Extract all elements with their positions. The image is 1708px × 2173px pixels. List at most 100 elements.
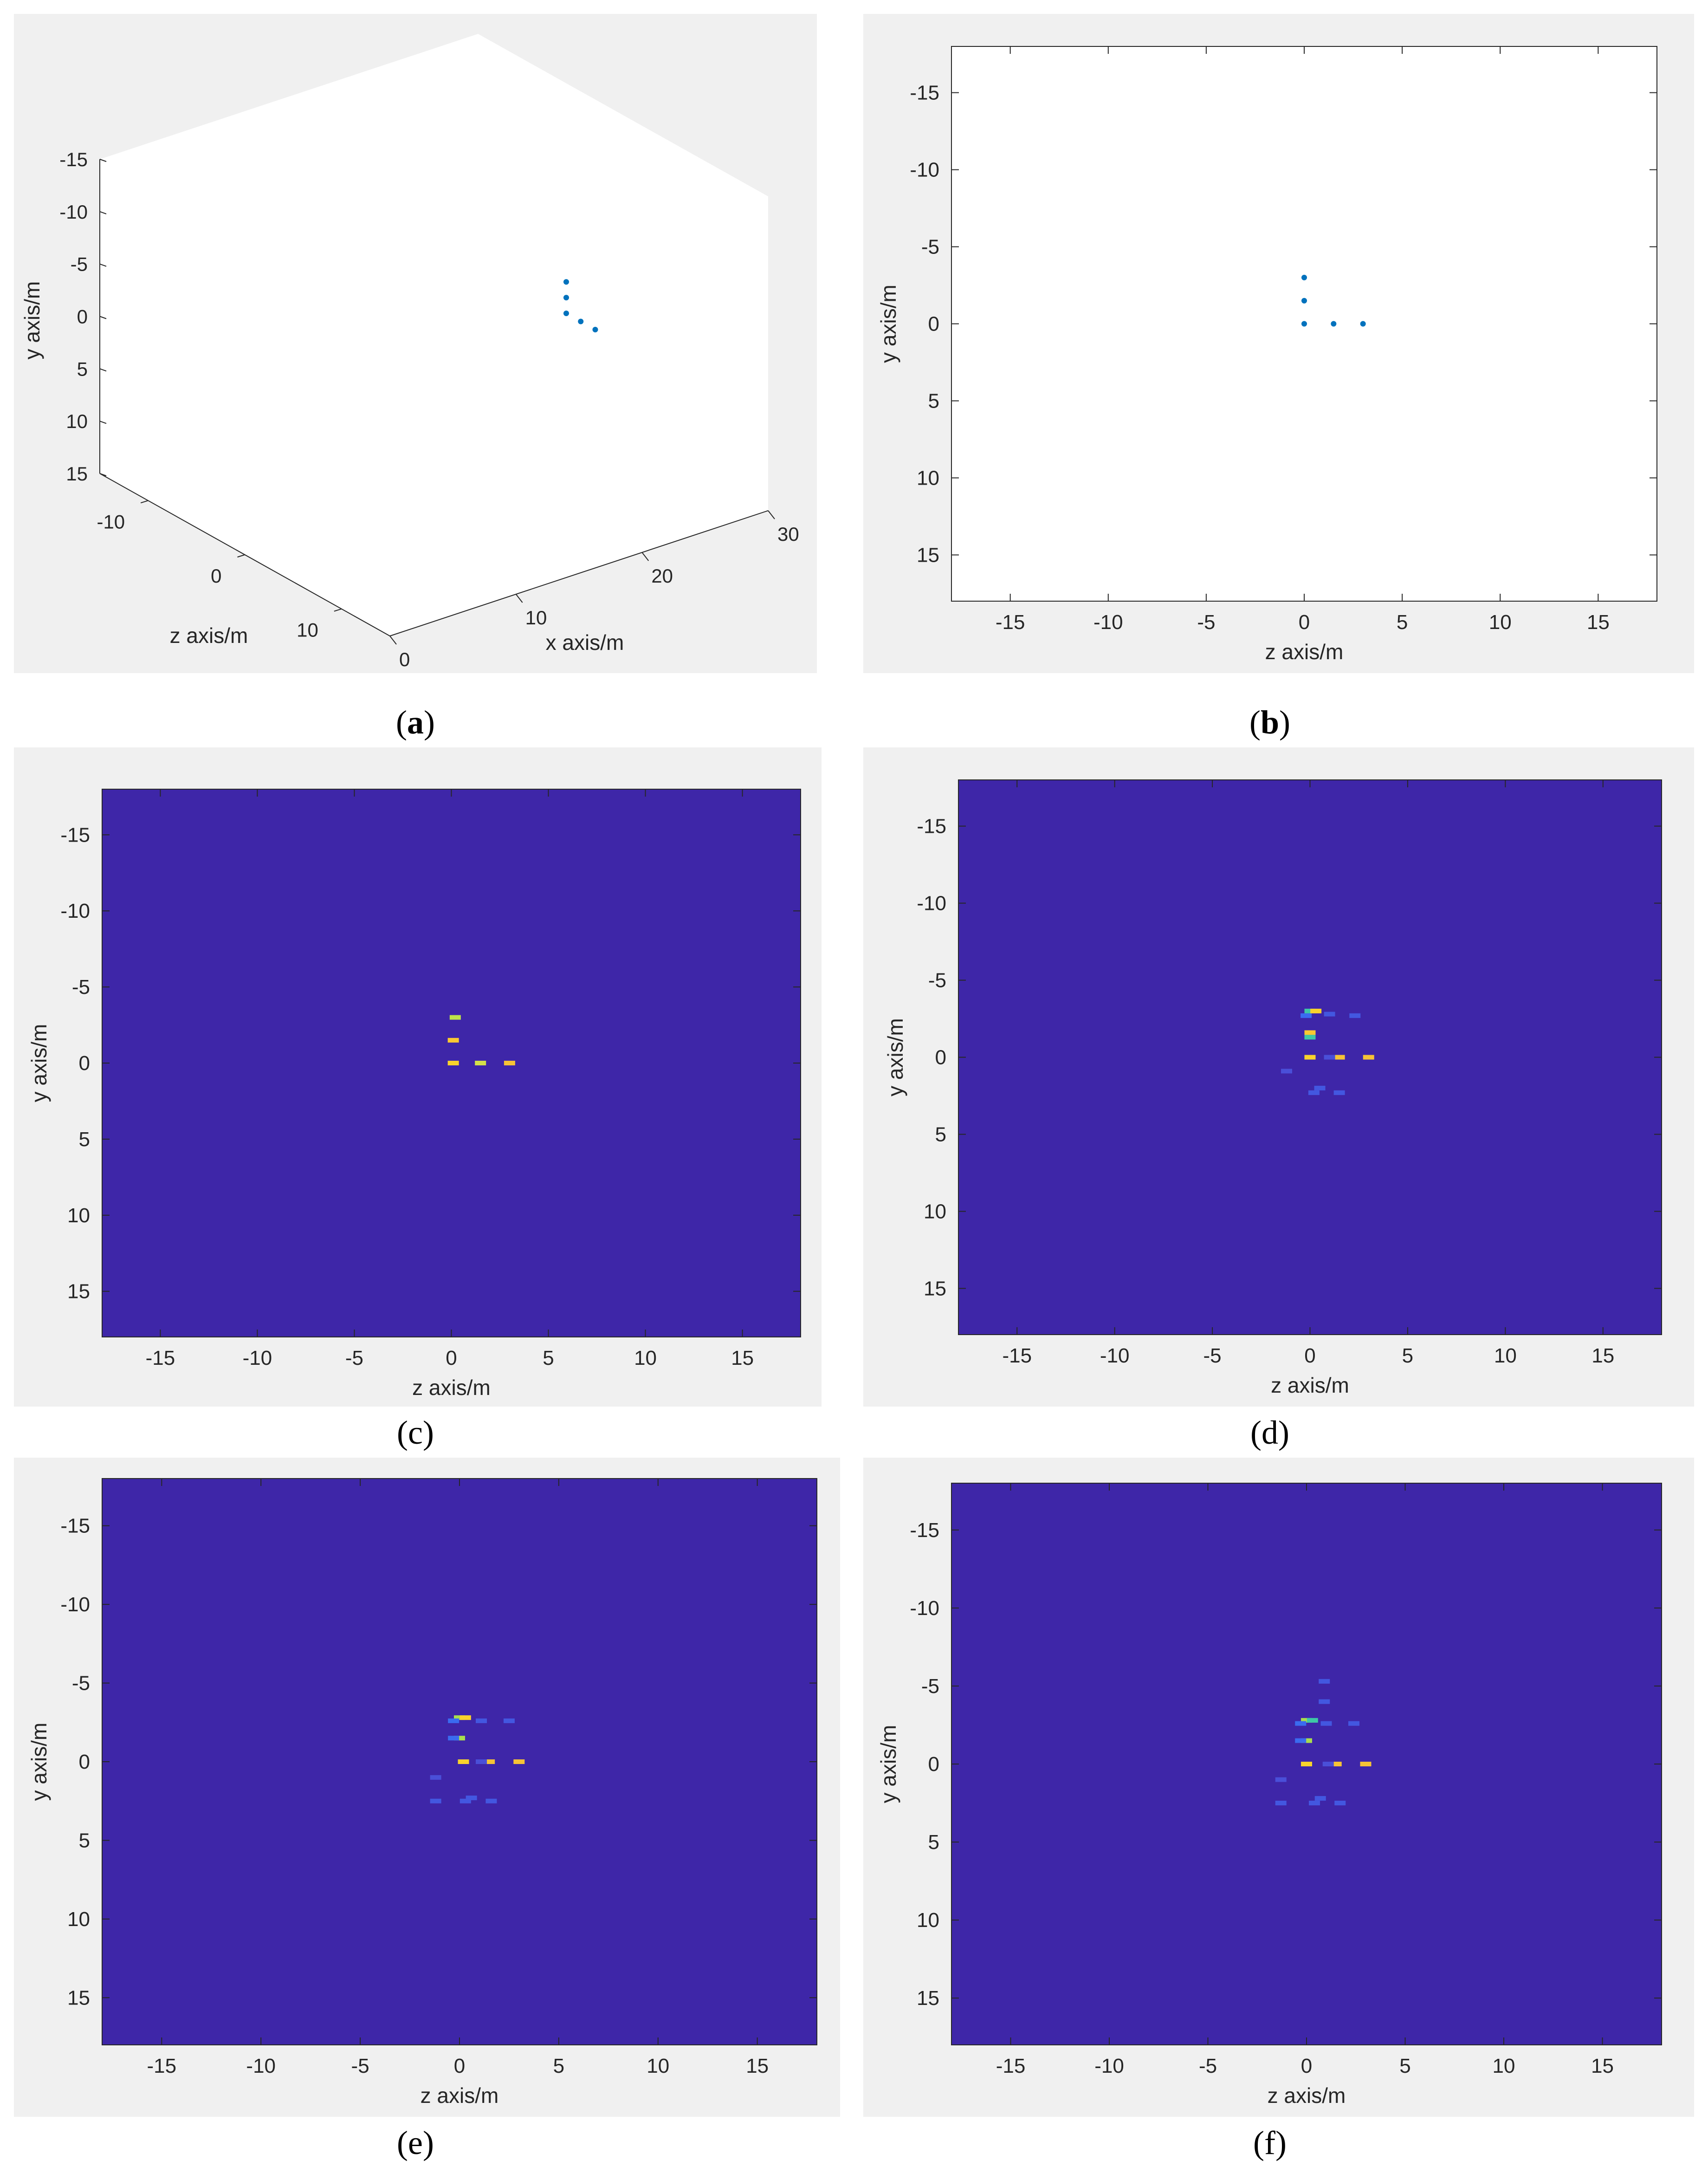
y-tick-label: 0: [79, 1052, 90, 1075]
y-tick-label: 5: [79, 1128, 90, 1151]
caption-f: (f): [1253, 2124, 1287, 2161]
heatmap-cell: [504, 1061, 515, 1065]
x-tick-label: 10: [1494, 1344, 1517, 1367]
y-axis-label: y axis/m: [883, 1018, 907, 1096]
y-tick-label: 15: [917, 1987, 939, 2010]
y-tick-label: -10: [60, 1593, 90, 1616]
heatmap-cell: [1307, 1718, 1318, 1723]
heatmap-cell: [1308, 1090, 1320, 1095]
x-axis-label: z axis/m: [421, 2083, 499, 2108]
x-tick-label: -15: [1002, 1344, 1032, 1367]
chart-d-svg: -15 -10 -5 0 5 10 15 -15 -10 -5 0 5 10 15 z axis/m y ax…: [863, 747, 1694, 1407]
y-tick-label: 15: [67, 1280, 90, 1303]
y-tick-mark: [99, 368, 107, 372]
x-tick-label: 15: [1592, 1344, 1614, 1367]
caption-e: (e): [397, 2124, 434, 2161]
y-tick-label: -5: [921, 1675, 939, 1698]
x-tick-label: 10: [634, 1347, 657, 1369]
x-tick-label: -15: [147, 2055, 177, 2077]
z-tick-label: -10: [97, 511, 125, 532]
heatmap-cell: [1314, 1796, 1326, 1801]
x-tick-label: 0: [454, 2055, 465, 2077]
y-tick-label: 5: [79, 1829, 90, 1852]
heatmap-cell: [1295, 1721, 1307, 1726]
heatmap-cell: [430, 1798, 441, 1803]
x-tick-label: 30: [777, 523, 799, 545]
chart-e: -15 -10 -5 0 5 10 15 -15 -10 -5 0 5 10 15 z axis/m y ax…: [14, 1458, 840, 2117]
heatmap-cell: [1300, 1013, 1312, 1018]
heatmap-cell: [1333, 1090, 1345, 1095]
heatmap-cell: [1310, 1008, 1322, 1013]
x-tick-label: -10: [246, 2055, 276, 2077]
x-tick-label: -15: [146, 1347, 175, 1369]
x-tick-mark: [641, 552, 649, 561]
x-tick-label: -15: [996, 611, 1025, 634]
x-tick-mark: [768, 510, 775, 519]
x-tick-label: -15: [996, 2055, 1026, 2077]
y-tick-label: -10: [59, 201, 88, 223]
x-tick-label: -10: [243, 1347, 272, 1369]
x-tick-label: 0: [1299, 611, 1310, 634]
x-axis-label: x axis/m: [546, 630, 624, 655]
y-tick-label: -5: [928, 969, 946, 992]
y-tick-label: 10: [67, 1908, 90, 1931]
heatmap-cell: [1334, 1801, 1346, 1806]
y-tick-label: 0: [77, 306, 88, 328]
data-point: [563, 311, 569, 316]
heatmap-cell: [447, 1038, 459, 1043]
y-tick-label: -10: [60, 900, 90, 922]
x-tick-label: 10: [1493, 2055, 1515, 2077]
y-tick-label: -15: [910, 82, 939, 104]
y-tick-label: 0: [928, 1753, 939, 1776]
z-tick-mark: [334, 608, 342, 612]
heatmap-cell: [1324, 1055, 1335, 1060]
heatmap-cell: [430, 1775, 441, 1780]
y-tick-label: -10: [910, 1597, 939, 1620]
heatmap-cell: [485, 1798, 497, 1803]
x-tick-label: 0: [399, 649, 410, 670]
x-tick-label: 15: [746, 2055, 769, 2077]
y-axis-label: y axis/m: [20, 281, 44, 360]
x-tick-mark: [389, 636, 397, 645]
x-tick-label: 5: [1399, 2055, 1410, 2077]
z-tick-mark: [140, 500, 149, 504]
x-tick-label: 15: [1587, 611, 1610, 634]
data-point: [1301, 321, 1307, 327]
y-tick-label: -5: [71, 253, 88, 275]
y-tick-mark: [99, 159, 107, 162]
x-tick-label: 10: [525, 607, 547, 629]
y-tick-label: 10: [917, 1909, 939, 1932]
heatmap-cell: [449, 1015, 461, 1020]
y-tick-label: 0: [928, 313, 939, 336]
x-tick-label: 5: [1397, 611, 1408, 634]
z-tick-mark: [237, 554, 245, 558]
chart-f: -15 -10 -5 0 5 10 15 -15 -10 -5 0 5 10 15 z axis/m y ax…: [863, 1458, 1694, 2117]
x-axis-line: [389, 510, 769, 636]
y-tick-label: 10: [917, 467, 939, 489]
y-axis-label: y axis/m: [876, 1725, 900, 1803]
heatmap-cell: [475, 1061, 486, 1065]
y-tick-mark: [99, 211, 107, 214]
heatmap-cell: [1309, 1801, 1320, 1806]
y-tick-label: -5: [72, 1672, 90, 1695]
x-axis-label: z axis/m: [1271, 1373, 1349, 1397]
y-tick-mark: [99, 473, 107, 476]
y-axis-label: y axis/m: [27, 1723, 51, 1801]
heatmap-cell: [448, 1718, 459, 1723]
y-tick-label: 15: [924, 1277, 946, 1300]
chart-e-svg: -15 -10 -5 0 5 10 15 -15 -10 -5 0 5 10 15 z axis/m y ax…: [14, 1458, 840, 2117]
y-tick-label: 0: [79, 1751, 90, 1773]
y-tick-mark: [99, 263, 107, 267]
x-tick-label: -5: [351, 2055, 369, 2077]
x-tick-label: 5: [553, 2055, 564, 2077]
y-tick-label: -10: [910, 159, 939, 182]
data-point: [1301, 298, 1307, 304]
x-axis-label: z axis/m: [412, 1375, 491, 1400]
heatmap-cell: [1333, 1055, 1345, 1060]
heatmap-cell: [1301, 1738, 1312, 1743]
heatmap-cell: [458, 1759, 469, 1764]
data-point: [578, 318, 584, 324]
caption-b: (b): [1249, 704, 1290, 741]
y-tick-label: 10: [66, 410, 88, 432]
y-tick-label: 15: [67, 1986, 90, 2009]
